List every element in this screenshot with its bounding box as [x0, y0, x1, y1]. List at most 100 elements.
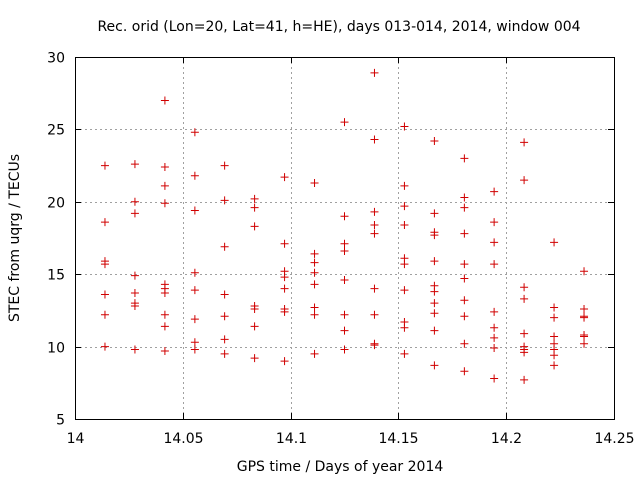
data-point-plus: [100, 161, 109, 170]
data-point-plus: [340, 275, 349, 284]
y-tick-label: 5: [56, 413, 65, 429]
data-point-plus: [490, 333, 499, 342]
data-point-plus: [520, 283, 529, 292]
data-point-plus: [160, 199, 169, 208]
data-point-plus: [430, 287, 439, 296]
data-point-plus: [430, 136, 439, 145]
data-point-plus: [400, 349, 409, 358]
axis-ticks: 14 14.05 14.1 14.15 14.2 14.25 5 10 15 20 25 30: [47, 51, 634, 448]
data-point-plus: [460, 154, 469, 163]
data-point-plus: [190, 206, 199, 215]
data-point-plus: [400, 122, 409, 131]
data-point-plus: [460, 274, 469, 283]
data-point-plus: [250, 354, 259, 363]
data-point-plus: [160, 346, 169, 355]
data-point-plus: [550, 238, 559, 247]
y-tick-label: 10: [47, 341, 65, 357]
data-point-plus: [310, 268, 319, 277]
x-tick-label: 14.1: [276, 431, 307, 447]
data-point-plus: [460, 260, 469, 269]
data-point-plus: [220, 196, 229, 205]
chart-title: Rec. orid (Lon=20, Lat=41, h=HE), days 0…: [97, 19, 580, 35]
data-point-plus: [190, 171, 199, 180]
data-point-plus: [550, 332, 559, 341]
data-point-plus: [190, 128, 199, 137]
data-point-plus: [370, 310, 379, 319]
data-point-plus: [400, 286, 409, 295]
data-point-plus: [310, 303, 319, 312]
data-point-plus: [520, 375, 529, 384]
data-point-plus: [160, 289, 169, 298]
data-point-plus: [340, 326, 349, 335]
data-point-plus: [430, 309, 439, 318]
data-point-plus: [220, 335, 229, 344]
data-point-plus: [190, 286, 199, 295]
data-point-plus: [370, 341, 379, 350]
data-point-plus: [520, 138, 529, 147]
data-point-plus: [190, 345, 199, 354]
data-point-plus: [460, 312, 469, 321]
data-point-plus: [220, 242, 229, 251]
data-point-plus: [430, 361, 439, 370]
data-point-plus: [190, 315, 199, 324]
data-point-plus: [130, 289, 139, 298]
data-point-plus: [580, 304, 589, 313]
data-point-plus: [340, 118, 349, 127]
data-point-plus: [280, 284, 289, 293]
data-point-plus: [160, 310, 169, 319]
data-point-plus: [400, 220, 409, 229]
data-point-plus: [430, 257, 439, 266]
data-point-plus: [490, 187, 499, 196]
data-point-plus: [430, 209, 439, 218]
data-point-plus: [400, 181, 409, 190]
data-point-plus: [370, 220, 379, 229]
data-point-plus: [520, 348, 529, 357]
data-point-plus: [130, 345, 139, 354]
data-point-plus: [460, 203, 469, 212]
data-point-plus: [370, 135, 379, 144]
data-point-plus: [580, 339, 589, 348]
y-tick-label: 20: [47, 196, 65, 212]
data-point-plus: [400, 323, 409, 332]
data-point-plus: [160, 181, 169, 190]
data-point-plus: [520, 294, 529, 303]
y-tick-label: 30: [47, 51, 65, 67]
data-point-plus: [490, 344, 499, 353]
data-point-plus: [190, 268, 199, 277]
data-point-plus: [280, 357, 289, 366]
data-point-plus: [550, 313, 559, 322]
x-tick-label: 14.15: [378, 431, 418, 447]
data-point-plus: [370, 284, 379, 293]
data-point-plus: [490, 238, 499, 247]
data-point-plus: [490, 323, 499, 332]
x-tick-label: 14: [67, 431, 85, 447]
data-point-plus: [190, 338, 199, 347]
data-point-plus: [370, 229, 379, 238]
data-point-plus: [550, 361, 559, 370]
data-point-plus: [430, 326, 439, 335]
data-point-plus: [400, 202, 409, 211]
data-point-plus: [490, 260, 499, 269]
data-point-plus: [550, 303, 559, 312]
x-tick-label: 14.05: [163, 431, 203, 447]
data-point-plus: [520, 329, 529, 338]
data-point-plus: [430, 231, 439, 240]
data-point-plus: [100, 260, 109, 269]
y-tick-label: 25: [47, 123, 65, 139]
data-point-plus: [100, 290, 109, 299]
data-point-plus: [130, 209, 139, 218]
data-point-plus: [550, 351, 559, 360]
data-point-plus: [310, 178, 319, 187]
data-point-plus: [160, 163, 169, 172]
data-point-plus: [460, 339, 469, 348]
data-point-plus: [280, 273, 289, 282]
data-point-plus: [340, 310, 349, 319]
data-point-plus: [520, 176, 529, 185]
data-point-plus: [310, 249, 319, 258]
data-point-plus: [220, 290, 229, 299]
data-point-plus: [130, 271, 139, 280]
data-point-plus: [340, 239, 349, 248]
x-tick-label: 14.2: [491, 431, 522, 447]
data-point-plus: [340, 247, 349, 256]
data-point-plus: [160, 322, 169, 331]
